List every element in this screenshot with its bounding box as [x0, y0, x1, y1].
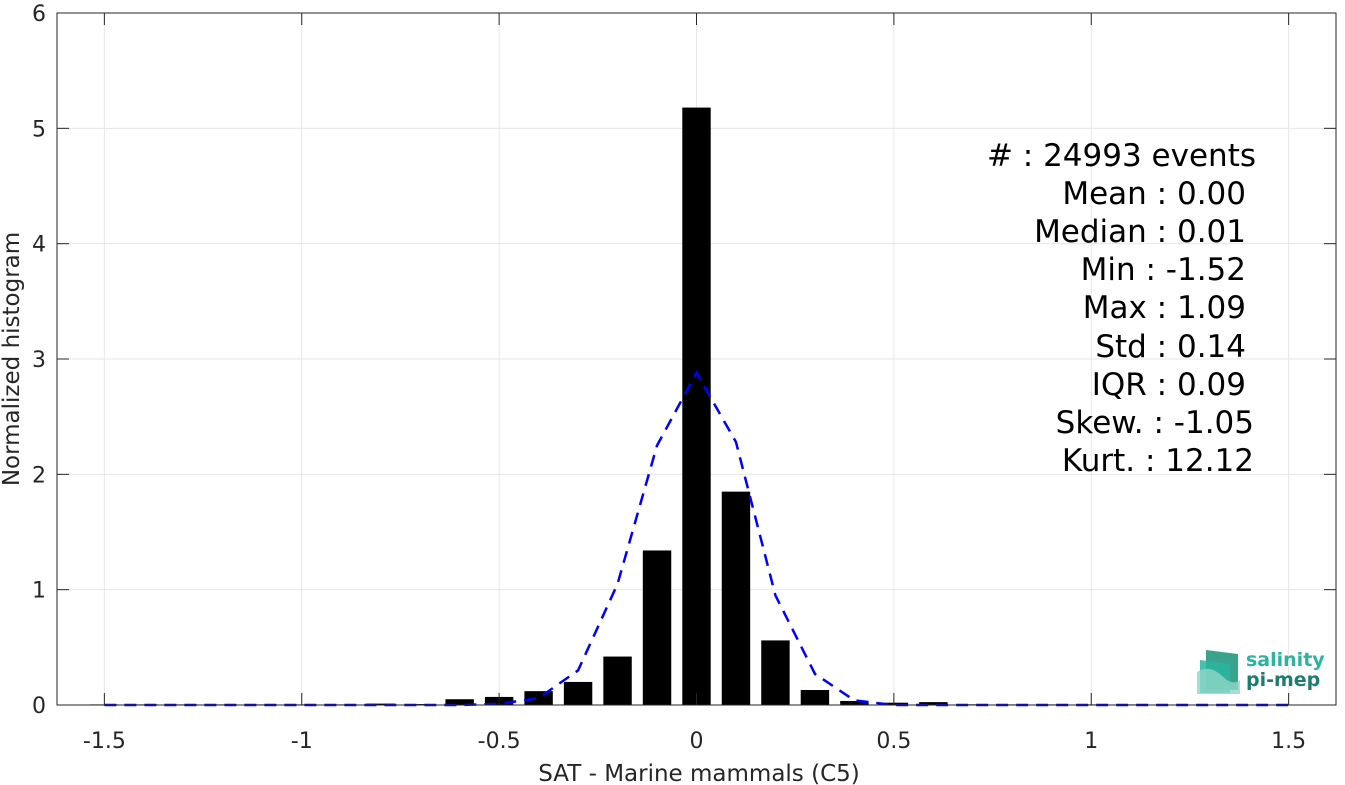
x-tick-label: -1.5 [83, 729, 126, 754]
y-tick-label: 6 [32, 2, 46, 27]
x-tick-label: 1 [1084, 729, 1098, 754]
histogram-bar [919, 702, 948, 705]
y-tick-label: 5 [32, 117, 46, 142]
stat-kurtosis: Kurt. : 12.12 [1062, 443, 1254, 479]
x-tick-label: -0.5 [478, 729, 521, 754]
histogram-bar [524, 691, 553, 705]
y-tick-label: 2 [32, 463, 46, 488]
salinity-pimep-logo: salinity pi-mep [1197, 649, 1325, 694]
histogram-bar [840, 700, 869, 705]
histogram-bar [682, 107, 711, 705]
stat-skewness: Skew. : -1.05 [1056, 405, 1254, 441]
axes-frame [56, 12, 1337, 706]
fit-curve-layer [104, 370, 1289, 707]
x-axis-label: SAT - Marine mammals (C5) [538, 761, 860, 785]
histogram-bars [90, 107, 1145, 705]
histogram-bar [761, 640, 790, 705]
x-tick-label: 1.5 [1271, 729, 1306, 754]
histogram-bar [563, 681, 593, 705]
x-tick-labels: -1.5 -1 -0.5 0 0.5 1 1.5 [83, 729, 1306, 754]
y-tick-label: 3 [32, 348, 46, 373]
histogram-bar [603, 656, 632, 705]
stats-annotation-block: # : 24993 events Mean : 0.00 Median : 0.… [987, 138, 1256, 479]
histogram-bar [721, 491, 751, 705]
y-tick-label: 4 [32, 233, 46, 258]
x-tick-label: -1 [291, 729, 313, 754]
logo-line-pimep: pi-mep [1246, 669, 1320, 691]
y-tick-label: 0 [32, 694, 46, 719]
y-axis-label: Normalized histogram [0, 232, 25, 486]
x-tick-label: 0 [690, 729, 704, 754]
histogram-bar [642, 550, 672, 705]
stat-std: Std : 0.14 [1095, 329, 1246, 365]
stat-max: Max : 1.09 [1083, 290, 1246, 326]
stat-events: # : 24993 events [987, 138, 1256, 174]
fit-curve [104, 370, 1289, 707]
y-tick-labels: 0 1 2 3 4 5 6 [32, 2, 46, 719]
stat-min: Min : -1.52 [1081, 252, 1246, 288]
stat-mean: Mean : 0.00 [1062, 176, 1246, 212]
histogram-bar [366, 703, 395, 705]
stat-iqr: IQR : 0.09 [1092, 367, 1246, 403]
y-tick-label: 1 [32, 579, 46, 604]
stat-median: Median : 0.01 [1034, 214, 1246, 250]
histogram-bar [445, 699, 474, 705]
histogram-bar [800, 690, 830, 705]
logo-line-salinity: salinity [1246, 649, 1325, 671]
x-tick-label: 0.5 [876, 729, 911, 754]
wave-logo-icon [1197, 650, 1240, 694]
